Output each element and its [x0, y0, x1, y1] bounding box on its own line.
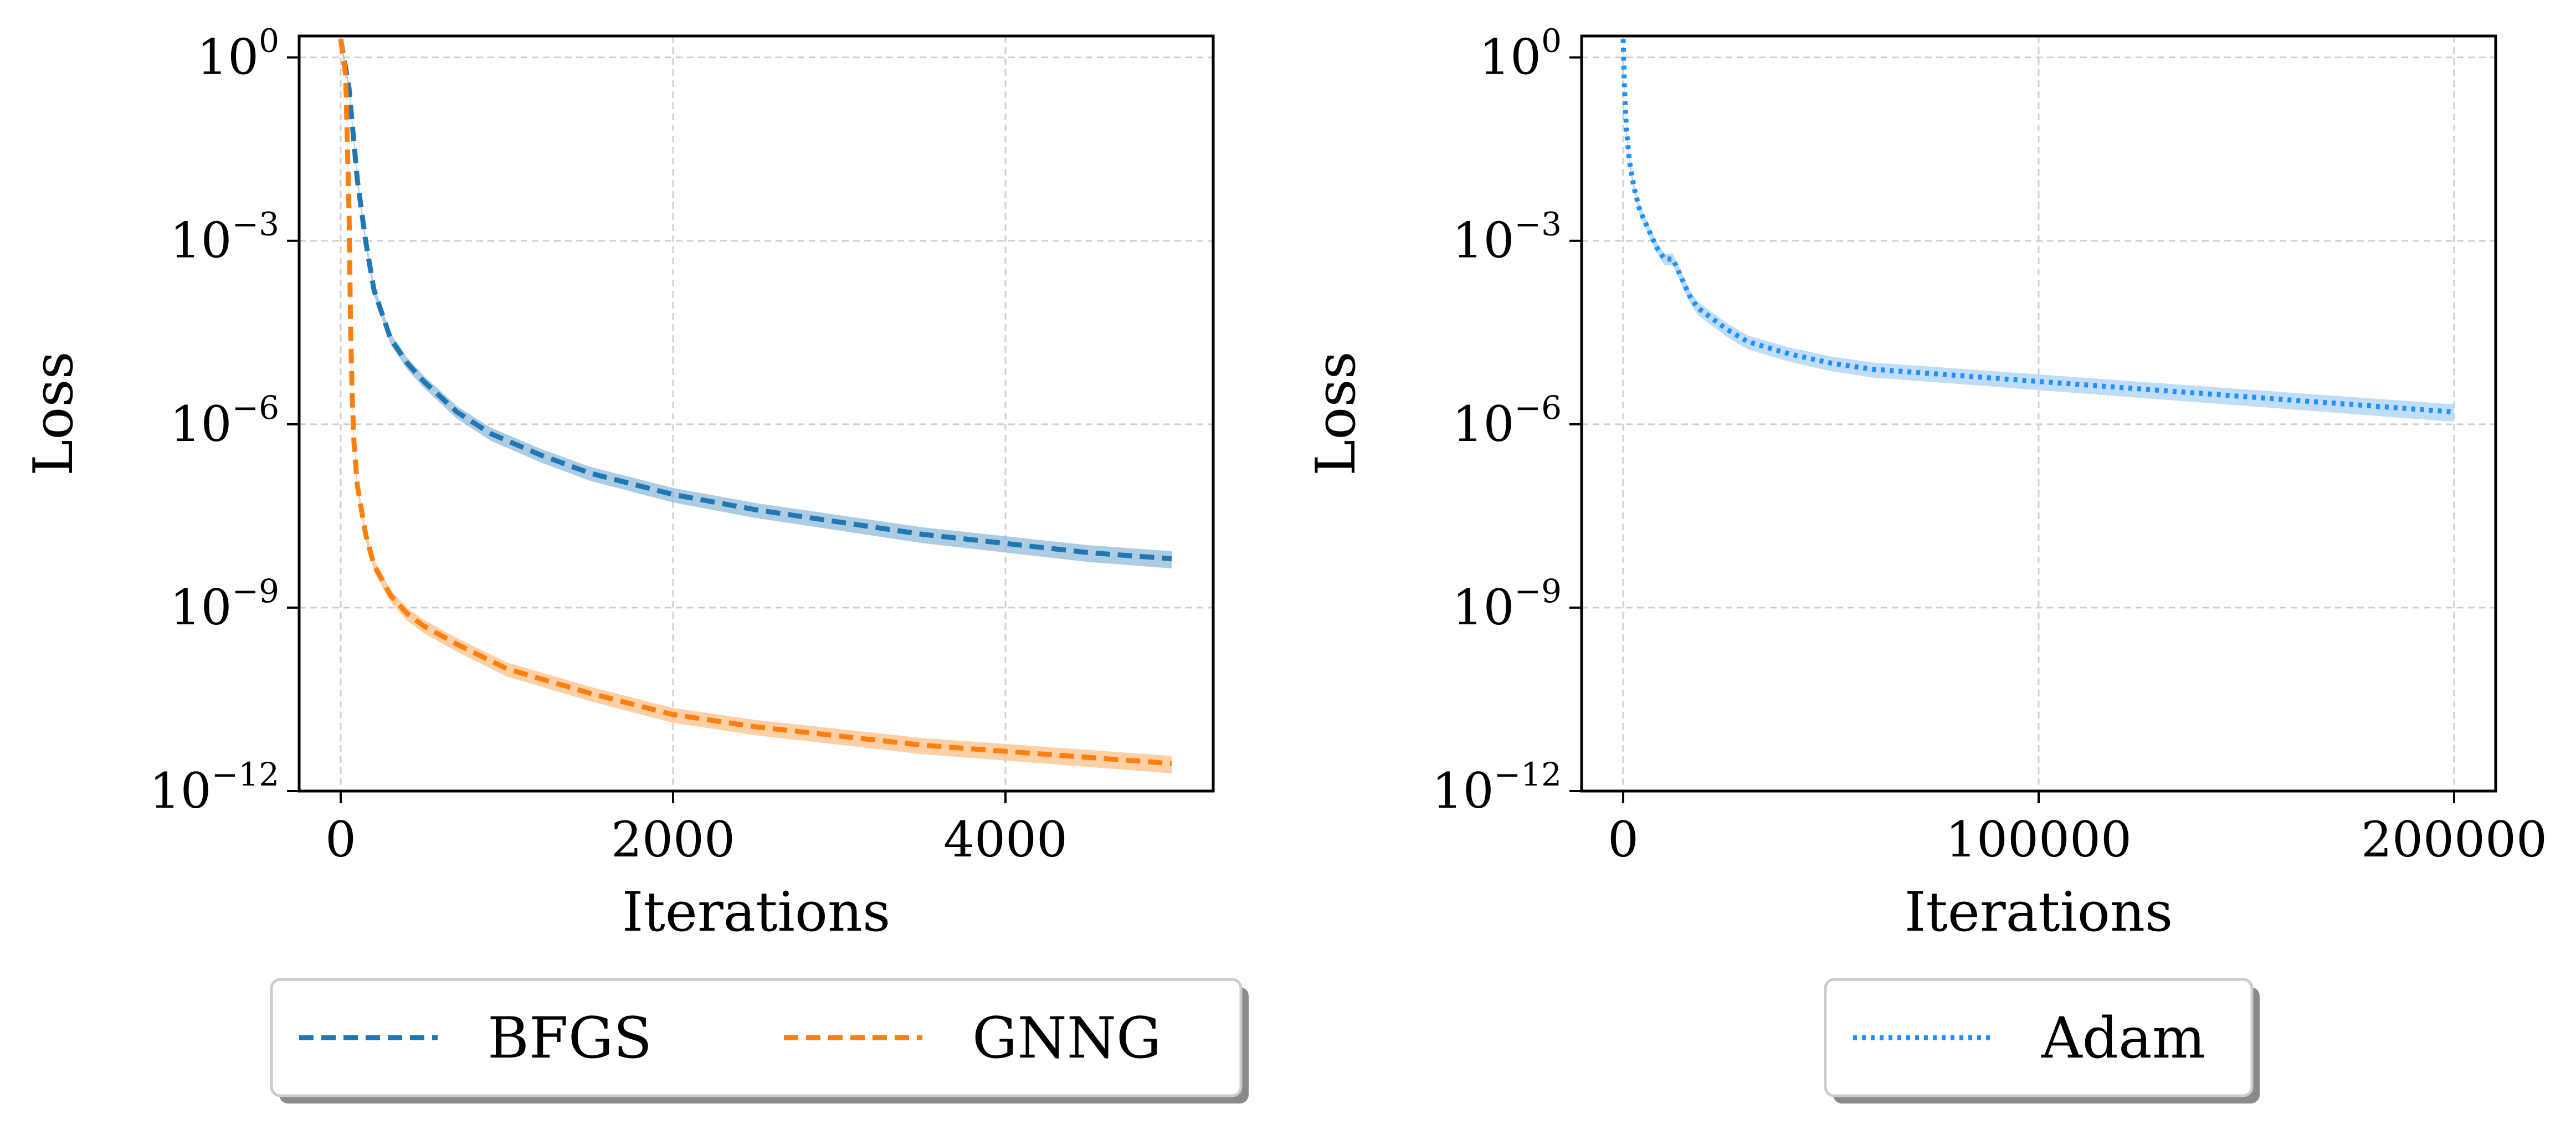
legend-label-adam: Adam — [2041, 1005, 2206, 1071]
chart-panel-1: 0 2000 4000 100 10−3 10−6 10−9 10−12 Iterations L… — [22, 22, 1249, 1104]
series-line-bfgs — [338, 38, 1172, 562]
x-tick-label: 4000 — [943, 811, 1068, 868]
series-band-bfgs — [341, 36, 1172, 569]
y-tick-label: 10−12 — [1432, 756, 1562, 819]
legend-box — [270, 978, 1243, 1097]
y-tick-label: 10−6 — [170, 389, 279, 453]
x-tick-label: 200000 — [2361, 811, 2547, 868]
y-tick-label: 10−9 — [170, 572, 279, 636]
legend-label-bfgs: BFGS — [488, 1005, 652, 1071]
y-axis-title: Loss — [1305, 351, 1368, 476]
y-tick-label: 10−6 — [1453, 389, 1562, 453]
y-axis-title: Loss — [22, 351, 85, 476]
y-tick-label: 10−9 — [1453, 572, 1562, 636]
legend: Adam — [1824, 978, 2260, 1104]
x-axis-title: Iterations — [1905, 881, 2173, 944]
x-tick-label: 0 — [325, 811, 356, 868]
series-band-gnng — [341, 36, 1172, 773]
x-tick-label: 100000 — [1946, 811, 2132, 868]
y-tick-label: 100 — [197, 22, 279, 86]
x-tick-label: 0 — [1608, 811, 1639, 868]
x-tick-label: 2000 — [611, 811, 735, 868]
legend: BFGS GNNG — [270, 978, 1249, 1104]
y-tick-label: 10−12 — [150, 756, 279, 819]
plot-data — [338, 36, 1172, 773]
series-line-adam — [1620, 39, 2455, 415]
y-tick-label: 100 — [1479, 22, 1562, 86]
x-axis-title: Iterations — [622, 881, 891, 944]
y-tick-label: 10−3 — [1453, 206, 1562, 269]
legend-box — [1824, 978, 2254, 1097]
legend-label-gnng: GNNG — [972, 1005, 1161, 1071]
plot-data — [1620, 36, 2455, 422]
chart-panel-2: 0 100000 200000 100 10−3 10−6 10−9 10−12 Iterati… — [1305, 22, 2547, 1104]
y-tick-label: 10−3 — [170, 206, 279, 269]
plot-frame — [297, 34, 1215, 793]
